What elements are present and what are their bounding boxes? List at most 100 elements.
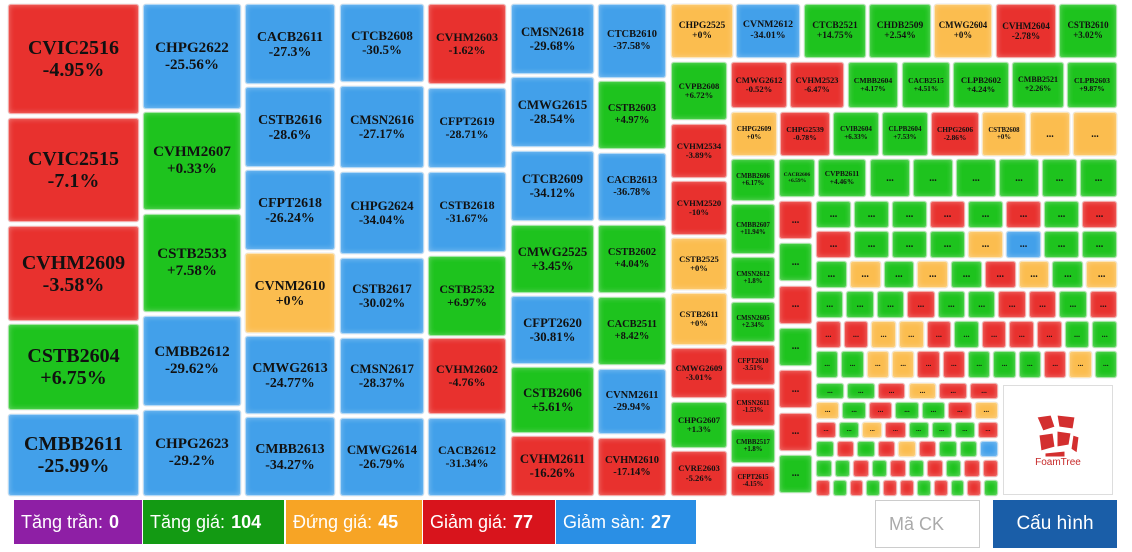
small-tile[interactable] bbox=[900, 479, 914, 496]
legend-item[interactable]: Giảm giá: 77 bbox=[423, 500, 555, 544]
tile[interactable]: CMWG2604 +0% bbox=[934, 4, 992, 58]
small-tile[interactable]: ... bbox=[951, 261, 982, 288]
tile[interactable]: CVIB2604 +6.33% bbox=[833, 112, 879, 156]
small-tile[interactable]: ... bbox=[937, 291, 965, 318]
tile[interactable]: CTCB2609 -34.12% bbox=[511, 151, 594, 221]
tile[interactable]: CSTB2618 -31.67% bbox=[428, 172, 506, 252]
tile[interactable]: CFPT2610 -3.51% bbox=[731, 345, 775, 385]
small-tile[interactable]: ... bbox=[1069, 351, 1092, 378]
tile[interactable]: CACB2511 +8.42% bbox=[598, 297, 666, 365]
small-tile[interactable]: ... bbox=[1042, 159, 1077, 197]
small-tile[interactable] bbox=[964, 460, 980, 477]
tile[interactable]: CHPG2624 -34.04% bbox=[340, 172, 424, 254]
tile[interactable]: CFPT2618 -26.24% bbox=[245, 170, 335, 250]
config-button[interactable]: Cấu hình bbox=[993, 500, 1117, 548]
tile[interactable]: CTCB2610 -37.58% bbox=[598, 4, 666, 78]
small-tile[interactable]: ... bbox=[1044, 231, 1079, 258]
small-tile[interactable]: ... bbox=[779, 327, 812, 366]
tile[interactable]: CVHM2603 -1.62% bbox=[428, 4, 506, 84]
tile[interactable]: CSTB2603 +4.97% bbox=[598, 81, 666, 149]
small-tile[interactable] bbox=[959, 441, 978, 458]
small-tile[interactable]: ... bbox=[892, 231, 927, 258]
tile[interactable]: CMBB2613 -34.27% bbox=[245, 417, 335, 496]
legend-item[interactable]: Tăng giá: 104 bbox=[143, 500, 284, 544]
tile[interactable]: CMBB2517 +1.8% bbox=[731, 429, 775, 463]
tile[interactable]: CLPB2602 +4.24% bbox=[953, 62, 1009, 108]
tile[interactable]: CSTB2616 -28.6% bbox=[245, 87, 335, 167]
tile[interactable]: CSTB2525 +0% bbox=[671, 238, 727, 290]
small-tile[interactable]: ... bbox=[854, 231, 889, 258]
tile[interactable]: CHPG2525 +0% bbox=[671, 4, 733, 58]
small-tile[interactable]: ... bbox=[841, 351, 864, 378]
small-tile[interactable]: ... bbox=[956, 159, 996, 197]
tile[interactable]: CLPB2604 +7.53% bbox=[882, 112, 928, 156]
tile[interactable]: CSTB2533 +7.58% bbox=[143, 214, 241, 312]
small-tile[interactable] bbox=[836, 441, 855, 458]
legend-item[interactable]: Giảm sàn: 27 bbox=[556, 500, 696, 544]
tile[interactable]: CMWG2609 -3.01% bbox=[671, 348, 727, 398]
tile[interactable]: CSTB2532 +6.97% bbox=[428, 256, 506, 336]
tile[interactable]: CSTB2610 +3.02% bbox=[1059, 4, 1117, 58]
tile[interactable]: CVHM2607 +0.33% bbox=[143, 112, 241, 210]
tile[interactable]: CMBB2606 +6.17% bbox=[731, 159, 775, 201]
small-tile[interactable]: ... bbox=[1018, 261, 1050, 288]
tile[interactable]: CTCB2608 -30.5% bbox=[340, 4, 424, 82]
tile[interactable]: CLPB2603 +9.87% bbox=[1067, 62, 1117, 108]
small-tile[interactable]: ... bbox=[1052, 261, 1084, 288]
small-tile[interactable]: ... bbox=[892, 201, 927, 228]
small-tile[interactable]: ... bbox=[779, 285, 812, 324]
small-tile[interactable]: ... bbox=[968, 351, 991, 378]
tile[interactable]: CVHM2609 -3.58% bbox=[8, 226, 139, 321]
small-tile[interactable]: ... bbox=[1044, 201, 1079, 228]
small-tile[interactable]: ... bbox=[883, 261, 915, 288]
small-tile[interactable]: ... bbox=[948, 402, 972, 419]
small-tile[interactable] bbox=[916, 479, 931, 496]
small-tile[interactable]: ... bbox=[984, 261, 1016, 288]
small-tile[interactable]: ... bbox=[968, 291, 996, 318]
small-tile[interactable]: ... bbox=[954, 321, 979, 348]
tile[interactable]: CVNM2610 +0% bbox=[245, 253, 335, 333]
tile[interactable]: CVHM2534 -3.89% bbox=[671, 124, 727, 178]
small-tile[interactable]: ... bbox=[974, 402, 998, 419]
tile[interactable]: CVHM2520 -10% bbox=[671, 181, 727, 235]
tile[interactable]: CMSN2617 -28.37% bbox=[340, 338, 424, 414]
tile[interactable]: CMSN2612 +1.8% bbox=[731, 257, 775, 299]
tile[interactable]: CACB2606 +6.59% bbox=[779, 159, 815, 197]
tile[interactable]: CFPT2620 -30.81% bbox=[511, 296, 594, 364]
tile[interactable]: CVHM2604 -2.78% bbox=[996, 4, 1056, 58]
small-tile[interactable]: ... bbox=[977, 421, 998, 438]
small-tile[interactable] bbox=[866, 479, 881, 496]
tile[interactable]: CVNM2611 -29.94% bbox=[598, 369, 666, 434]
small-tile[interactable]: ... bbox=[917, 351, 940, 378]
small-tile[interactable] bbox=[980, 441, 998, 458]
tile[interactable]: CACB2612 -31.34% bbox=[428, 418, 506, 496]
small-tile[interactable]: ... bbox=[846, 383, 875, 400]
small-tile[interactable] bbox=[967, 479, 982, 496]
tile[interactable]: CSTB2611 +0% bbox=[671, 293, 727, 345]
small-tile[interactable]: ... bbox=[954, 421, 975, 438]
tile[interactable]: CMBB2612 -29.62% bbox=[143, 316, 241, 406]
small-tile[interactable] bbox=[918, 441, 937, 458]
small-tile[interactable]: ... bbox=[895, 402, 919, 419]
small-tile[interactable]: ... bbox=[892, 351, 915, 378]
tile[interactable]: CVPB2608 +6.72% bbox=[671, 62, 727, 120]
small-tile[interactable]: ... bbox=[849, 261, 881, 288]
tile[interactable]: CVHM2602 -4.76% bbox=[428, 338, 506, 414]
small-tile[interactable] bbox=[908, 460, 924, 477]
small-tile[interactable]: ... bbox=[908, 421, 929, 438]
tile[interactable]: CFPT2619 -28.71% bbox=[428, 88, 506, 168]
search-input[interactable]: Mã CK bbox=[875, 500, 980, 548]
small-tile[interactable]: ... bbox=[839, 421, 860, 438]
small-tile[interactable]: ... bbox=[862, 421, 883, 438]
legend-item[interactable]: Đứng giá: 45 bbox=[286, 500, 422, 544]
tile[interactable]: CHPG2609 +0% bbox=[731, 112, 777, 156]
tile[interactable]: CHPG2607 +1.3% bbox=[671, 402, 727, 448]
small-tile[interactable]: ... bbox=[898, 321, 924, 348]
small-tile[interactable]: ... bbox=[816, 321, 841, 348]
small-tile[interactable]: ... bbox=[816, 351, 839, 378]
small-tile[interactable]: ... bbox=[1006, 201, 1041, 228]
tile[interactable]: CVHM2523 -6.47% bbox=[790, 62, 844, 108]
small-tile[interactable]: ... bbox=[1080, 159, 1117, 197]
tile[interactable]: CVRE2603 -5.26% bbox=[671, 451, 727, 496]
small-tile[interactable] bbox=[857, 441, 875, 458]
